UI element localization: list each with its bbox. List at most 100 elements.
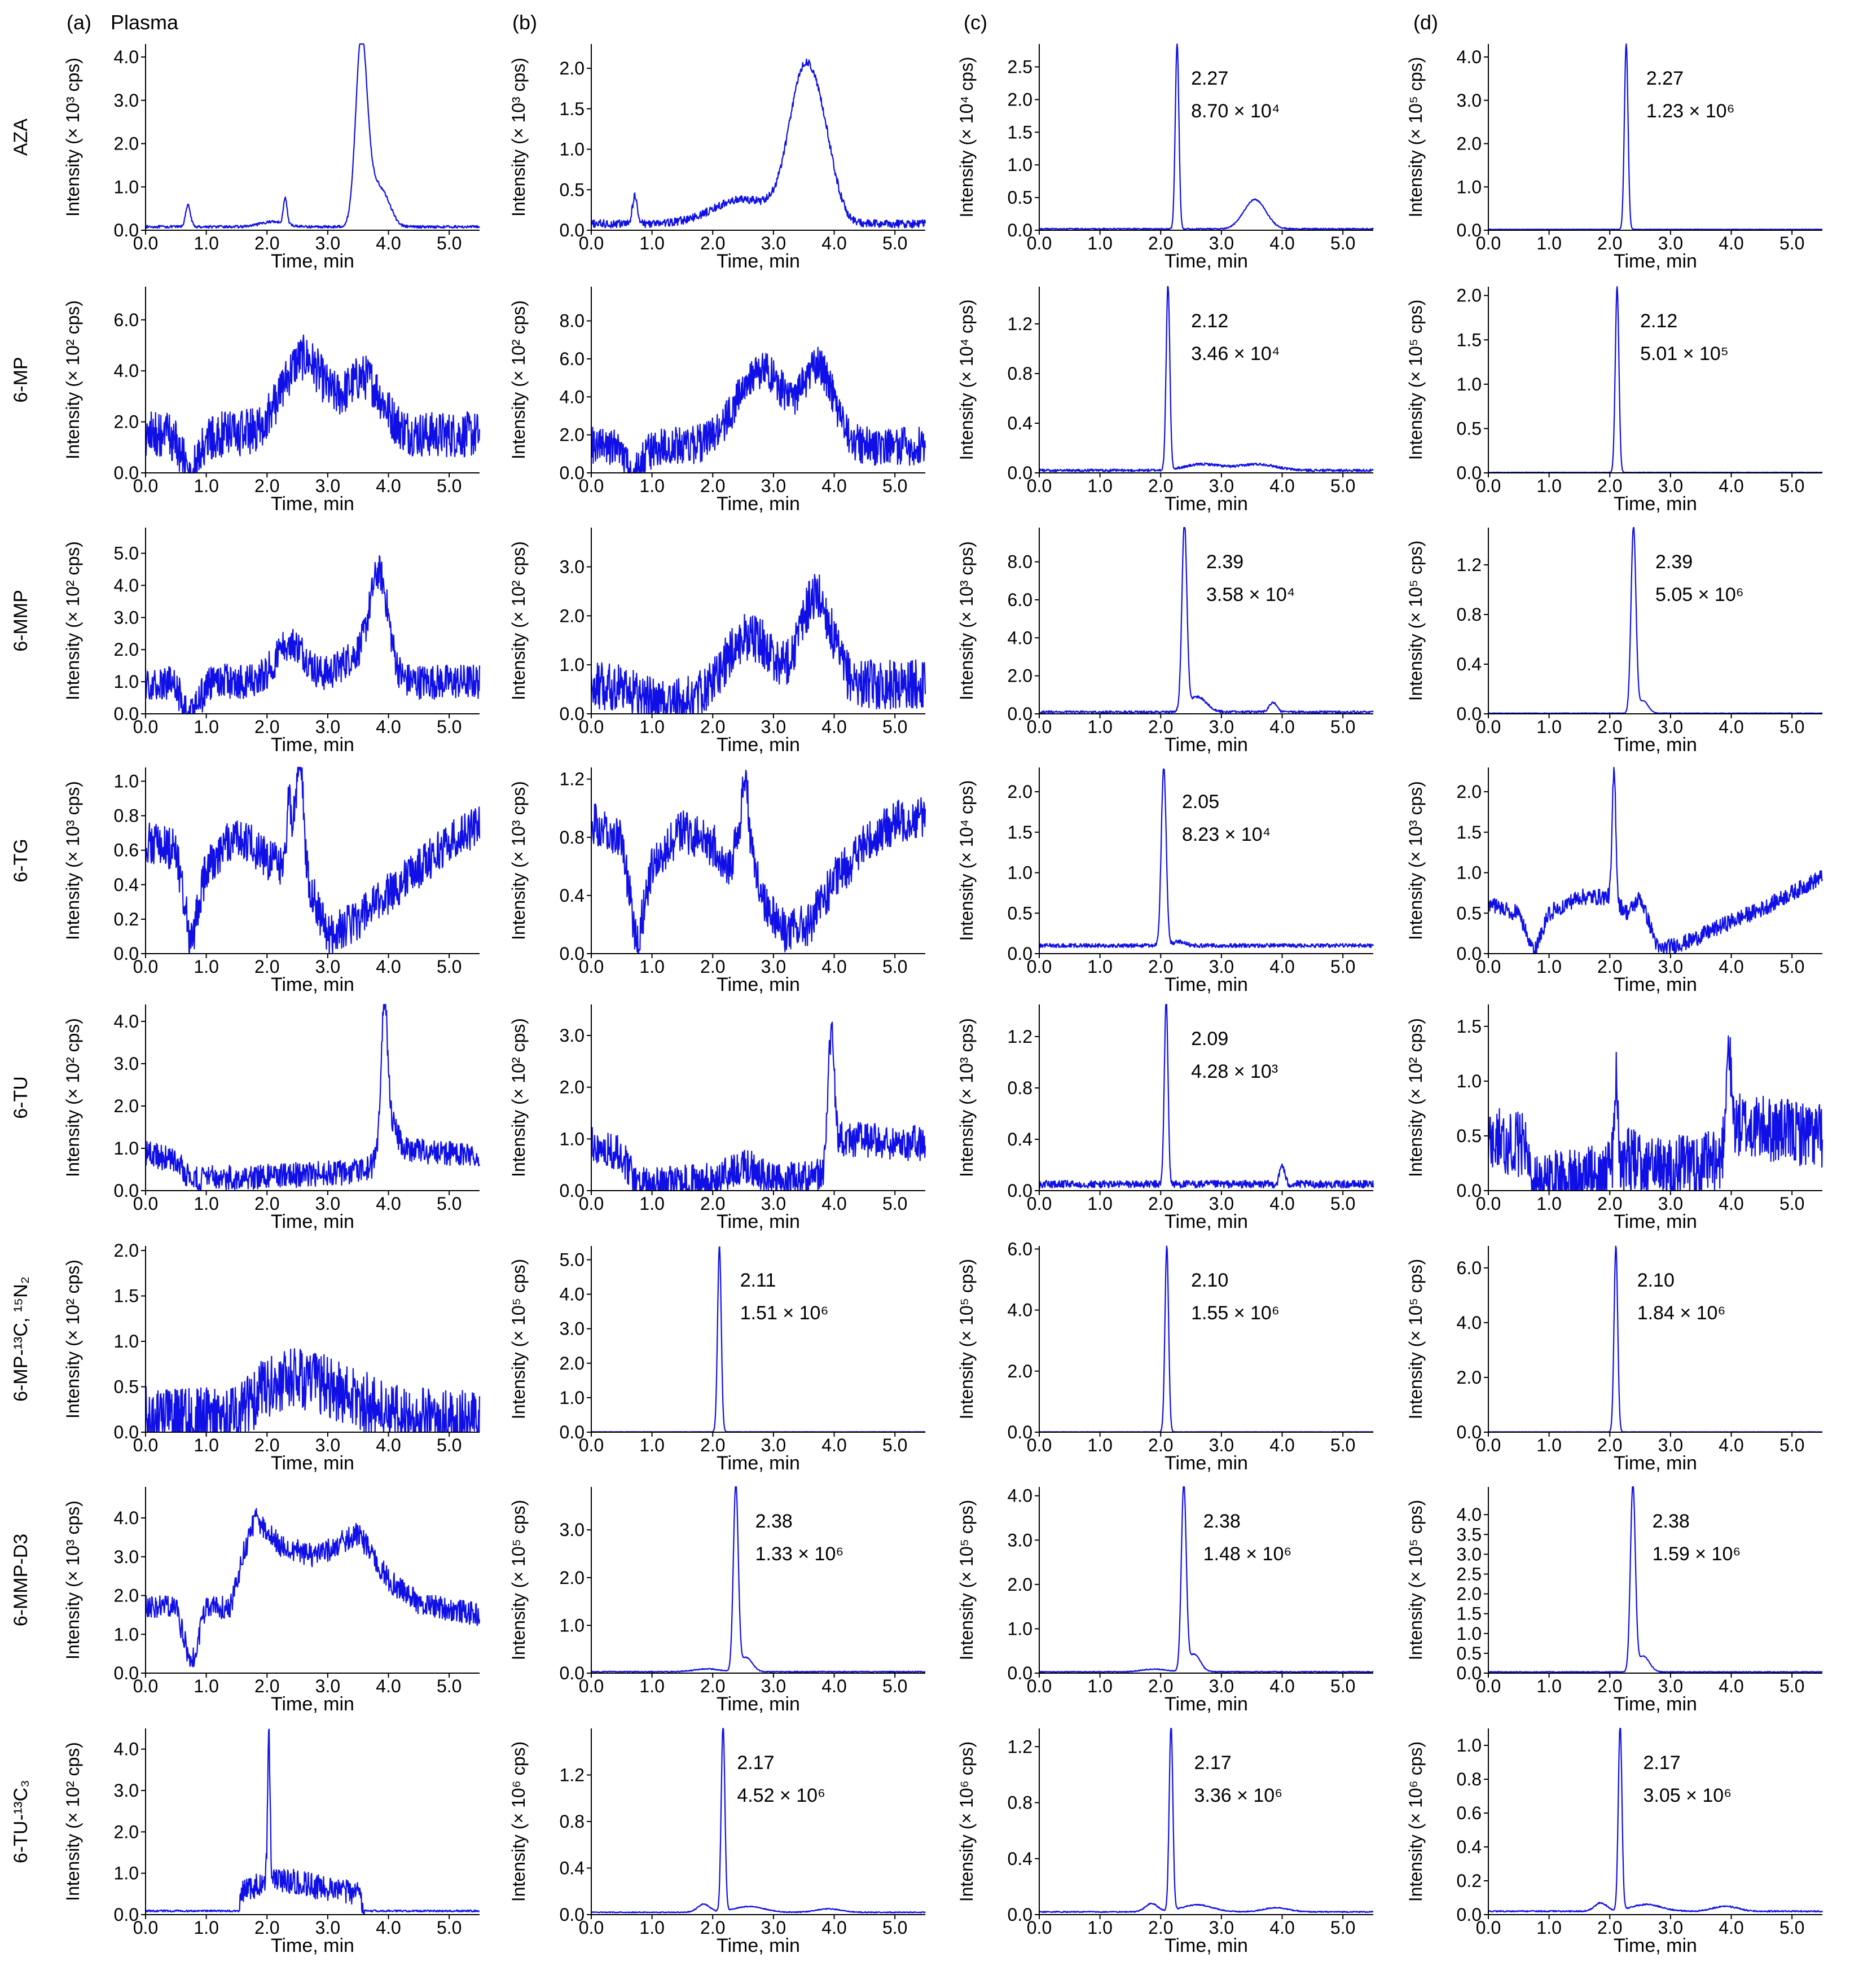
y-tick-label: 2.0 xyxy=(560,58,585,78)
x-tick-label: 3.0 xyxy=(1209,717,1234,737)
y-axis-label: Intensity (× 10³ cps) xyxy=(63,58,83,217)
y-tick-label: 1.0 xyxy=(114,1863,139,1884)
x-tick-label: 3.0 xyxy=(1209,1917,1234,1938)
y-tick-label: 4.0 xyxy=(114,1508,139,1528)
x-tick-label: 1.0 xyxy=(639,233,664,253)
series-line xyxy=(145,1728,480,1916)
y-tick-label: 0.6 xyxy=(114,840,139,861)
x-tick-label: 0.0 xyxy=(1027,1917,1052,1938)
x-tick-label: 3.0 xyxy=(1209,233,1234,253)
y-tick-label: 3.0 xyxy=(1008,1530,1032,1550)
y-tick-label: 4.0 xyxy=(1008,627,1032,648)
x-tick-label: 1.0 xyxy=(1087,1435,1112,1455)
peak-retention-time: 2.17 xyxy=(1194,1752,1231,1774)
y-tick-label: 0.0 xyxy=(1457,1663,1482,1683)
chart-panel: 0.0 1.0 2.0 3.0 4.0 5.0 Time, min 0.0 0.4 0.8 1.2 I… xyxy=(1405,526,1823,756)
x-tick-label: 5.0 xyxy=(1330,233,1355,253)
x-tick-label: 0.0 xyxy=(1027,717,1052,737)
x-tick-label: 4.0 xyxy=(376,1676,401,1696)
y-tick-label: 0.4 xyxy=(560,885,585,906)
x-tick-label: 1.0 xyxy=(1536,476,1561,496)
x-tick-label: 5.0 xyxy=(437,1917,462,1938)
panel-label-d: (d) xyxy=(1413,11,1438,34)
x-tick-label: 2.0 xyxy=(700,476,725,496)
series-line xyxy=(1488,1486,1823,1673)
x-tick-label: 5.0 xyxy=(1330,1193,1355,1214)
series-line xyxy=(590,346,926,474)
y-tick-label: 1.5 xyxy=(1457,330,1482,350)
x-tick-label: 2.0 xyxy=(700,1676,725,1696)
y-tick-label: 2.0 xyxy=(114,1822,139,1842)
x-tick-label: 1.0 xyxy=(194,1676,218,1696)
x-tick-label: 5.0 xyxy=(882,233,907,253)
x-axis-label: Time, min xyxy=(1614,1452,1697,1474)
peak-retention-time: 2.09 xyxy=(1191,1028,1228,1050)
chart-panels: 0.0 1.0 2.0 3.0 4.0 5.0 Time, min 0.0 1.0 2.0 3.0 4… xyxy=(63,43,1823,1956)
y-tick-label: 1.0 xyxy=(1457,1623,1482,1644)
x-tick-label: 0.0 xyxy=(579,1676,604,1696)
x-tick-label: 4.0 xyxy=(376,1435,401,1455)
y-tick-label: 0.5 xyxy=(1457,1643,1482,1664)
row-label: 6-MMP xyxy=(10,590,32,652)
y-tick-label: 1.2 xyxy=(560,1765,585,1785)
x-tick-label: 5.0 xyxy=(1779,476,1804,496)
x-tick-label: 5.0 xyxy=(1330,1917,1355,1938)
x-tick-label: 3.0 xyxy=(761,1435,786,1455)
y-tick-label: 6.0 xyxy=(114,310,139,330)
y-tick-label: 0.0 xyxy=(560,463,585,483)
y-tick-label: 2.0 xyxy=(1008,1361,1032,1381)
x-tick-label: 1.0 xyxy=(1536,233,1561,253)
x-axis-label: Time, min xyxy=(1614,493,1697,515)
chart-panel: 0.0 1.0 2.0 3.0 4.0 5.0 Time, min 0.0 1.0 2.0 3.0 4… xyxy=(63,528,481,756)
y-tick-label: 1.0 xyxy=(1008,155,1032,175)
x-axis-label: Time, min xyxy=(1165,1935,1248,1956)
y-tick-label: 4.0 xyxy=(114,1011,139,1032)
x-tick-label: 0.0 xyxy=(579,233,604,253)
y-tick-label: 2.0 xyxy=(1457,1584,1482,1604)
y-axis-label: Intensity (× 10⁵ cps) xyxy=(508,1500,529,1661)
peak-retention-time: 2.17 xyxy=(737,1752,774,1774)
peak-area: 1.84 × 10⁶ xyxy=(1637,1302,1726,1324)
x-tick-label: 2.0 xyxy=(700,956,725,977)
x-tick-label: 2.0 xyxy=(1597,956,1622,977)
peak-retention-time: 2.27 xyxy=(1191,68,1228,89)
x-tick-label: 3.0 xyxy=(1209,956,1234,977)
chart-panel: 0.0 1.0 2.0 3.0 4.0 5.0 Time, min 0.0 0.4 0.8 1.2 I… xyxy=(956,1727,1374,1956)
series-line xyxy=(1488,1727,1823,1913)
x-tick-label: 2.0 xyxy=(1597,717,1622,737)
x-tick-label: 4.0 xyxy=(1719,1435,1743,1455)
x-tick-label: 4.0 xyxy=(1719,233,1743,253)
y-tick-label: 4.0 xyxy=(114,1739,139,1759)
series-line xyxy=(145,43,480,229)
x-tick-label: 4.0 xyxy=(1719,717,1743,737)
x-axis-label: Time, min xyxy=(1165,1452,1248,1474)
series-line xyxy=(590,58,926,229)
y-tick-label: 1.0 xyxy=(114,1138,139,1158)
peak-area: 1.23 × 10⁶ xyxy=(1646,100,1735,122)
x-tick-label: 2.0 xyxy=(1597,476,1622,496)
y-axis-label: Intensity (× 10³ cps) xyxy=(63,781,83,940)
row-label: AZA xyxy=(10,119,32,156)
x-tick-label: 2.0 xyxy=(1148,1676,1173,1696)
x-tick-label: 4.0 xyxy=(1719,1917,1743,1938)
x-tick-label: 1.0 xyxy=(194,1917,218,1938)
y-tick-label: 0.0 xyxy=(1008,1663,1032,1683)
peak-area: 3.05 × 10⁶ xyxy=(1643,1785,1732,1806)
y-tick-label: 0.0 xyxy=(1008,1180,1032,1201)
y-tick-label: 1.5 xyxy=(114,1286,139,1306)
y-tick-label: 0.5 xyxy=(1008,903,1032,923)
y-tick-label: 0.2 xyxy=(114,909,139,929)
x-tick-label: 3.0 xyxy=(761,956,786,977)
x-tick-label: 1.0 xyxy=(1536,956,1561,977)
chart-panel: 0.0 1.0 2.0 3.0 4.0 5.0 Time, min 0.0 0.4 0.8 1.2 I… xyxy=(956,286,1374,515)
y-tick-label: 1.2 xyxy=(1008,1026,1032,1047)
series-line xyxy=(590,770,926,955)
x-axis-label: Time, min xyxy=(717,1452,800,1474)
x-tick-label: 1.0 xyxy=(1087,1917,1112,1938)
x-tick-label: 1.0 xyxy=(194,717,218,737)
y-tick-label: 0.0 xyxy=(114,463,139,483)
x-tick-label: 4.0 xyxy=(1719,476,1743,496)
series-line xyxy=(144,1508,481,1667)
y-tick-label: 1.0 xyxy=(560,655,585,675)
